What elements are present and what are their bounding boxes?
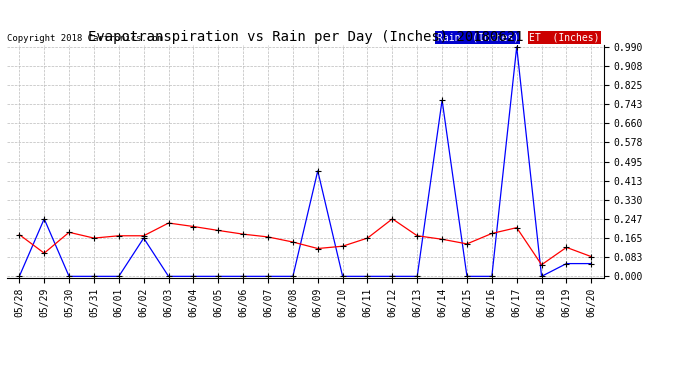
Text: ET  (Inches): ET (Inches) — [529, 33, 600, 43]
Text: Copyright 2018 Cartronics.com: Copyright 2018 Cartronics.com — [7, 34, 163, 43]
Text: Rain  (Inches): Rain (Inches) — [437, 33, 519, 43]
Title: Evapotranspiration vs Rain per Day (Inches) 20180621: Evapotranspiration vs Rain per Day (Inch… — [88, 30, 523, 44]
